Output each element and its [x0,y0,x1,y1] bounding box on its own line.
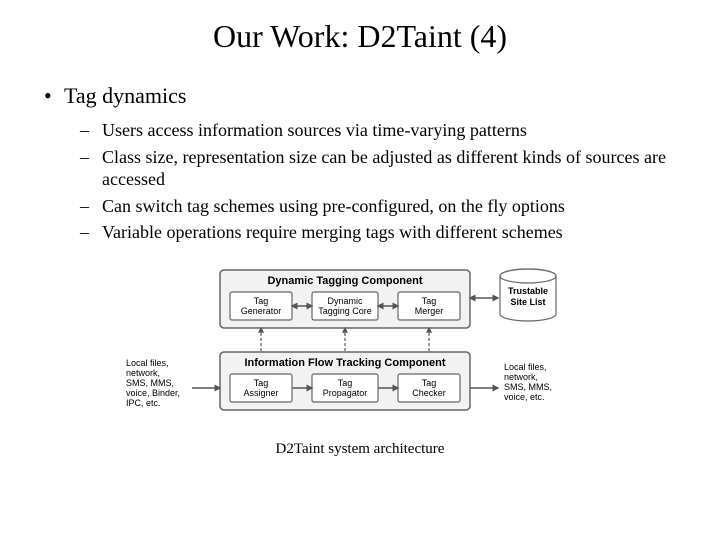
sub-text: Users access information sources via tim… [102,119,527,142]
left-label: voice, Binder, [126,388,180,398]
bullet-level1: • Tag dynamics [44,83,684,109]
bullet-level2: – Variable operations require merging ta… [80,221,684,244]
architecture-diagram: Dynamic Tagging Component Tag Generator … [36,262,684,458]
box-label: Merger [415,306,444,316]
right-label: SMS, MMS, [504,382,552,392]
box-label: Tag [422,296,437,306]
sub-text: Can switch tag schemes using pre-configu… [102,195,565,218]
left-label: network, [126,368,160,378]
db-label: Trustable [508,286,548,296]
left-label: SMS, MMS, [126,378,174,388]
diagram-caption: D2Taint system architecture [276,441,445,458]
bullet-dash: – [80,195,102,218]
panel1-title: Dynamic Tagging Component [267,275,422,287]
left-label: IPC, etc. [126,398,161,408]
bullet-dash: – [80,119,102,142]
box-label: Checker [412,388,446,398]
bullet-level2: – Class size, representation size can be… [80,146,684,191]
bullet-dash: – [80,221,102,244]
box-label: Tag [254,378,269,388]
left-label: Local files, [126,358,169,368]
bullet-level2: – Users access information sources via t… [80,119,684,142]
bullet-level2: – Can switch tag schemes using pre-confi… [80,195,684,218]
db-label: Site List [510,297,545,307]
right-label: voice, etc. [504,392,545,402]
box-label: Tagging Core [318,306,372,316]
box-label: Propagator [323,388,368,398]
box-label: Dynamic [327,296,363,306]
box-label: Generator [241,306,282,316]
bullet-text: Tag dynamics [64,83,186,109]
bullet-dot: • [44,83,64,109]
right-label: network, [504,372,538,382]
sub-text: Variable operations require merging tags… [102,221,563,244]
box-label: Tag [422,378,437,388]
box-label: Tag [254,296,269,306]
bullet-dash: – [80,146,102,191]
box-label: Assigner [243,388,278,398]
slide-title: Our Work: D2Taint (4) [36,18,684,55]
right-label: Local files, [504,362,547,372]
panel2-title: Information Flow Tracking Component [244,357,445,369]
sub-text: Class size, representation size can be a… [102,146,684,191]
box-label: Tag [338,378,353,388]
